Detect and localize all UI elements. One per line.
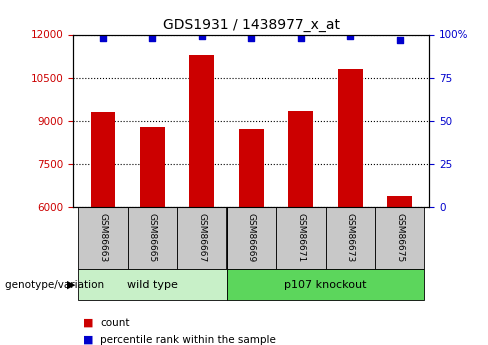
Bar: [128, 207, 177, 269]
Title: GDS1931 / 1438977_x_at: GDS1931 / 1438977_x_at: [163, 18, 340, 32]
Point: [99, 35, 107, 41]
Text: p107 knockout: p107 knockout: [285, 280, 367, 289]
Text: percentile rank within the sample: percentile rank within the sample: [100, 335, 276, 345]
Point: [297, 35, 305, 41]
Bar: [226, 207, 276, 269]
Bar: [189, 55, 214, 207]
Bar: [288, 111, 313, 207]
Bar: [375, 207, 425, 269]
Text: ■: ■: [83, 335, 94, 345]
Text: GSM86665: GSM86665: [148, 214, 157, 263]
Bar: [325, 207, 375, 269]
Bar: [78, 207, 128, 269]
Text: GSM86669: GSM86669: [247, 214, 256, 263]
Text: GSM86675: GSM86675: [395, 214, 404, 263]
Text: count: count: [100, 318, 129, 327]
Text: wild type: wild type: [127, 280, 178, 289]
Bar: [239, 129, 264, 207]
Bar: [90, 112, 115, 207]
Text: ▶: ▶: [66, 280, 75, 289]
Point: [148, 35, 156, 41]
Text: GSM86663: GSM86663: [99, 214, 107, 263]
Bar: [276, 207, 325, 269]
Point: [346, 33, 354, 39]
Bar: [140, 127, 165, 207]
Bar: [387, 196, 412, 207]
Bar: [177, 207, 226, 269]
Text: GSM86671: GSM86671: [296, 214, 305, 263]
Point: [198, 33, 206, 39]
Point: [396, 37, 404, 42]
Text: ■: ■: [83, 318, 94, 327]
Point: [247, 35, 255, 41]
Text: genotype/variation: genotype/variation: [5, 280, 107, 289]
Text: GSM86667: GSM86667: [197, 214, 206, 263]
Bar: [78, 269, 226, 300]
Text: GSM86673: GSM86673: [346, 214, 355, 263]
Bar: [338, 69, 363, 207]
Bar: [226, 269, 425, 300]
